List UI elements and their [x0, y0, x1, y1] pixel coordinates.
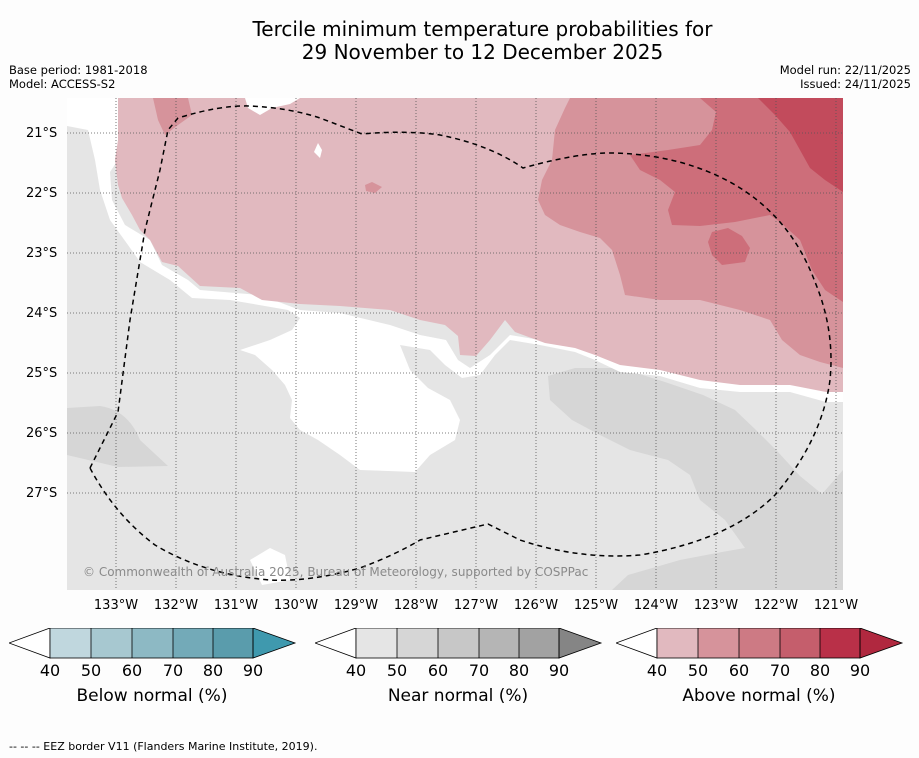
colorbar-near-swatch-5 [519, 628, 559, 658]
colorbar-below-swatch-3 [132, 628, 173, 658]
above-normal-50-spot [365, 182, 382, 193]
colorbar-near [315, 628, 603, 659]
lon-label-127w: 127°W [453, 598, 499, 613]
colorbar-below-swatch-2 [91, 628, 132, 658]
graticule [67, 98, 843, 590]
colorbar-above [616, 628, 904, 659]
base-period: Base period: 1981-2018 [9, 63, 148, 77]
colorbar-above-low-arrow [616, 628, 658, 659]
colorbar-near-swatch-1 [356, 628, 397, 658]
colorbar-below-swatch-5 [213, 628, 253, 658]
lat-label-24s: 24°S [26, 306, 58, 321]
colorbar-below-high-arrow [252, 628, 297, 659]
lon-label-128w: 128°W [393, 598, 439, 613]
title-line-2: 29 November to 12 December 2025 [301, 40, 664, 64]
model-run: Model run: 22/11/2025 [779, 63, 911, 77]
lon-label-133w: 133°W [93, 598, 139, 613]
colorbar-above-tick-60: 60 [728, 661, 750, 680]
lon-label-130w: 130°W [273, 598, 319, 613]
lon-label-126w: 126°W [513, 598, 559, 613]
eez-border [89, 105, 832, 581]
white-notch-north [245, 98, 300, 115]
lon-label-132w: 132°W [153, 598, 199, 613]
model-name: Model: ACCESS-S2 [9, 77, 116, 91]
colorbar-below-low-arrow [9, 628, 51, 659]
colorbar-above-swatch-5 [820, 628, 860, 658]
colorbar-near-label: Near normal (%) [387, 686, 529, 706]
chart-title: Tercile minimum temperature probabilitie… [0, 18, 919, 64]
colorbar-near-tick-70: 70 [468, 661, 490, 680]
lat-label-21s: 21°S [26, 126, 58, 141]
colorbar-near-tick-90: 90 [548, 661, 570, 680]
colorbar-above-swatches [657, 628, 860, 658]
colorbar-below-tick-60: 60 [121, 661, 143, 680]
meta-left: Base period: 1981-2018 Model: ACCESS-S2 [9, 63, 148, 91]
colorbar-below-swatch-1 [50, 628, 91, 658]
above-normal-60-spot [708, 228, 750, 265]
colorbar-above-tick-80: 80 [809, 661, 831, 680]
lon-label-124w: 124°W [633, 598, 679, 613]
colorbar-above-tick-70: 70 [769, 661, 791, 680]
colorbar-near-low-arrow [315, 628, 357, 659]
lat-label-23s: 23°S [26, 246, 58, 261]
lon-label-121w: 121°W [813, 598, 859, 613]
colorbar-above-tick-40: 40 [646, 661, 668, 680]
lon-label-125w: 125°W [573, 598, 619, 613]
colorbar-near-tick-50: 50 [386, 661, 408, 680]
colorbar-below-tick-40: 40 [39, 661, 61, 680]
copyright-notice: © Commonwealth of Australia 2025, Bureau… [83, 565, 589, 579]
above-normal-70-region [758, 98, 843, 192]
colorbar-above-tick-50: 50 [687, 661, 709, 680]
colorbar-below [9, 628, 297, 659]
colorbar-above-swatch-1 [657, 628, 698, 658]
colorbar-above-tick-90: 90 [849, 661, 871, 680]
colorbar-above-swatch-3 [739, 628, 780, 658]
lat-label-25s: 25°S [26, 366, 58, 381]
white-gap-southwest [250, 548, 290, 585]
above-normal-50-north-west [153, 98, 192, 135]
colorbar-below-label: Below normal (%) [76, 686, 228, 706]
colorbar-near-tick-80: 80 [508, 661, 530, 680]
near-normal-50-east [548, 368, 843, 590]
colorbar-near-swatch-2 [397, 628, 438, 658]
lon-label-131w: 131°W [213, 598, 259, 613]
colorbar-near-tick-40: 40 [345, 661, 367, 680]
colorbar-below-tick-90: 90 [242, 661, 264, 680]
lon-label-129w: 129°W [333, 598, 379, 613]
colorbar-above-swatch-2 [698, 628, 739, 658]
colorbar-below-swatch-4 [173, 628, 213, 658]
colorbar-near-swatches [356, 628, 559, 658]
meta-right: Model run: 22/11/2025 Issued: 24/11/2025 [780, 63, 911, 91]
colorbar-near-tick-60: 60 [427, 661, 449, 680]
white-island-north [314, 143, 322, 158]
colorbar-above-swatch-4 [780, 628, 820, 658]
lat-label-27s: 27°S [26, 486, 58, 501]
colorbar-near-swatch-4 [479, 628, 519, 658]
colorbar-below-tick-70: 70 [162, 661, 184, 680]
colorbar-below-swatches [50, 628, 253, 658]
issued-date: Issued: 24/11/2025 [800, 77, 911, 91]
colorbar-above-high-arrow [859, 628, 904, 659]
colorbar-below-tick-50: 50 [80, 661, 102, 680]
title-line-1: Tercile minimum temperature probabilitie… [252, 17, 713, 41]
lon-label-122w: 122°W [753, 598, 799, 613]
colorbar-above-label: Above normal (%) [682, 686, 836, 706]
colorbar-near-high-arrow [558, 628, 603, 659]
eez-footnote: -- -- -- EEZ border V11 (Flanders Marine… [9, 740, 318, 753]
colorbar-below-tick-80: 80 [202, 661, 224, 680]
lat-label-26s: 26°S [26, 426, 58, 441]
lat-label-22s: 22°S [26, 186, 58, 201]
colorbar-near-swatch-3 [438, 628, 479, 658]
above-normal-60-region [630, 98, 843, 302]
lon-label-123w: 123°W [693, 598, 739, 613]
near-normal-50-west [67, 406, 168, 467]
